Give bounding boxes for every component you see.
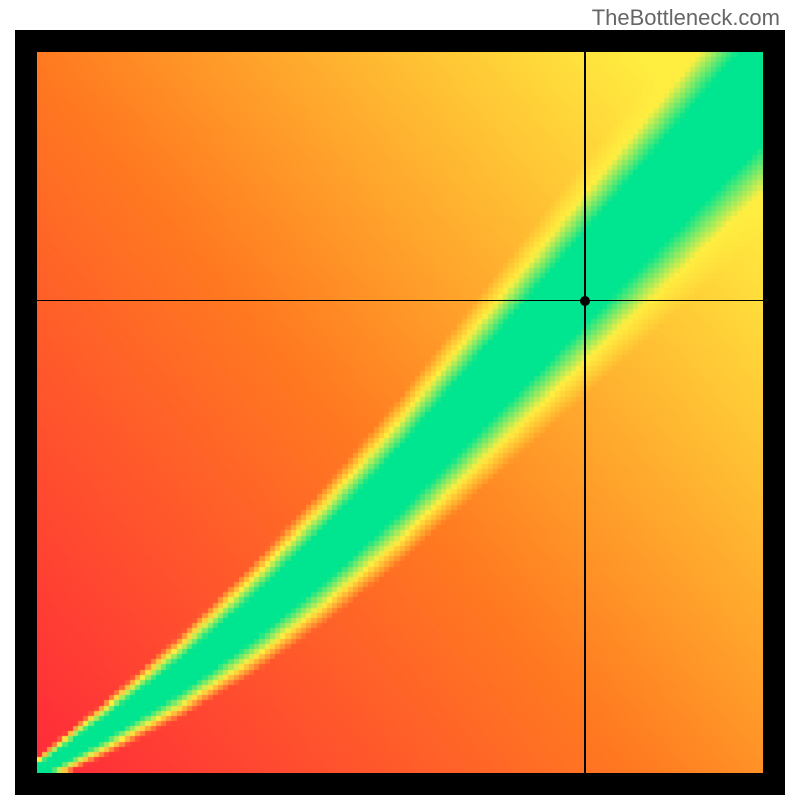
heatmap-canvas xyxy=(37,52,763,773)
crosshair-vertical xyxy=(584,52,585,773)
plot-border-top xyxy=(15,30,785,52)
crosshair-horizontal xyxy=(37,300,763,301)
plot-border-left xyxy=(15,30,37,795)
plot-border-right xyxy=(763,30,785,795)
marker-dot xyxy=(580,296,590,306)
plot-border-bottom xyxy=(15,773,785,795)
watermark-text: TheBottleneck.com xyxy=(592,5,780,31)
chart-container: TheBottleneck.com xyxy=(0,0,800,800)
